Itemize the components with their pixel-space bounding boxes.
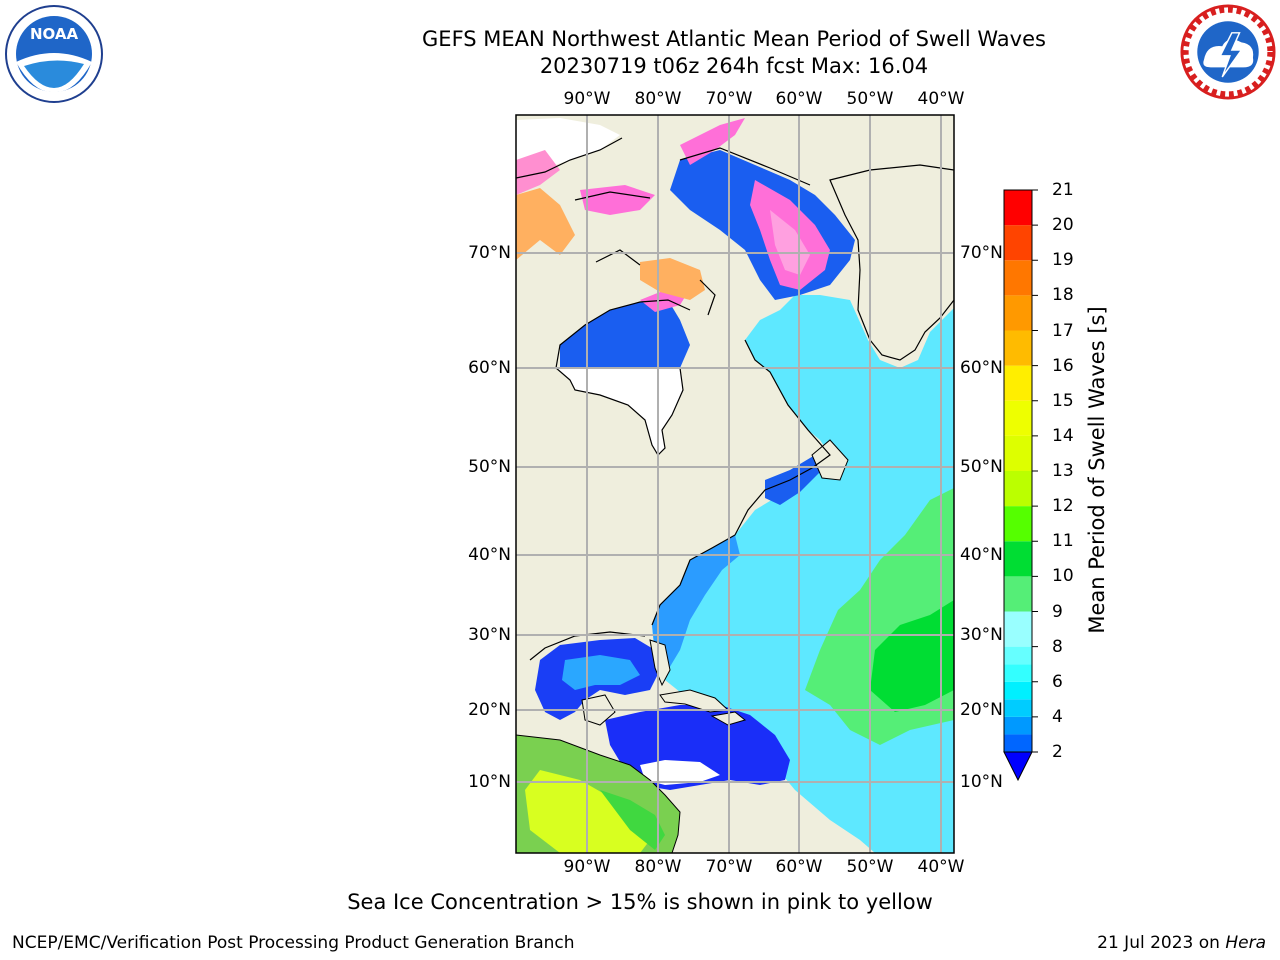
colorbar-band: [1004, 190, 1032, 226]
colorbar-band: [1004, 225, 1032, 261]
coastline-north-america: [651, 339, 831, 626]
longitude-label-bottom: 80°W: [634, 857, 682, 877]
colorbar-tick-label: 13: [1052, 461, 1074, 481]
colorbar-tick-label: 10: [1052, 566, 1074, 587]
map-frame: [515, 114, 955, 854]
latitude-label-right: 30°N: [960, 625, 1003, 645]
sea-ice-arctic-west: [516, 150, 560, 195]
footer-host: Hera: [1225, 933, 1266, 953]
colorbar-band: [1004, 611, 1032, 647]
colorbar-band: [1004, 716, 1032, 735]
colorbar-tick-label: 6: [1052, 671, 1063, 692]
coastline-hudson: [555, 299, 691, 369]
sea-ice-islands: [580, 185, 655, 215]
south-america-green2: [600, 790, 665, 850]
longitude-label-bottom: 60°W: [775, 857, 823, 877]
colorbar-tick-label: 12: [1052, 496, 1074, 517]
sea-ice-foxe: [640, 258, 705, 300]
colorbar-band: [1004, 664, 1032, 682]
colorbar-band: [1004, 295, 1032, 331]
longitude-label-top: 50°W: [846, 89, 894, 109]
latitude-label-right: 70°N: [960, 243, 1003, 263]
colorbar-tick-label: 8: [1052, 636, 1063, 657]
footer-date: 21 Jul 2023 on Hera: [1097, 933, 1266, 953]
colorbar-band: [1004, 576, 1032, 612]
sea-ice-note: Sea Ice Concentration > 15% is shown in …: [347, 890, 933, 914]
colorbar-tick-label: 21: [1052, 180, 1074, 200]
colorbar-label: Mean Period of Swell Waves [s]: [1085, 306, 1109, 634]
longitude-label-bottom: 50°W: [846, 857, 894, 877]
colorbar: [1003, 189, 1038, 782]
footer-date-text: 21 Jul 2023 on: [1097, 933, 1226, 953]
noaa-logo: NOAA: [5, 5, 103, 103]
colorbar-tick-label: 14: [1052, 425, 1074, 446]
florida-peninsula: [649, 639, 671, 687]
colorbar-tick-label: 15: [1052, 390, 1074, 411]
colorbar-tick-label: 19: [1052, 250, 1074, 271]
latitude-label-left: 30°N: [468, 625, 511, 645]
colorbar-tick-label: 11: [1052, 531, 1074, 552]
nws-logo: [1180, 4, 1276, 100]
longitude-label-top: 60°W: [775, 89, 823, 109]
latitude-label-left: 20°N: [468, 700, 511, 720]
latitude-label-right: 40°N: [960, 545, 1003, 565]
colorbar-tick-label: 4: [1052, 706, 1063, 727]
sea-ice-arctic-mid: [516, 188, 575, 260]
ocean-swell-green-dark: [870, 600, 954, 712]
longitude-label-top: 70°W: [705, 89, 753, 109]
colorbar-band: [1004, 506, 1032, 542]
longitude-label-top: 90°W: [563, 89, 611, 109]
longitude-label-bottom: 70°W: [705, 857, 753, 877]
colorbar-band: [1004, 330, 1032, 366]
latitude-label-left: 60°N: [468, 358, 511, 378]
longitude-label-bottom: 40°W: [917, 857, 965, 877]
colorbar-tick-label: 20: [1052, 215, 1074, 236]
latitude-label-right: 60°N: [960, 358, 1003, 378]
ocean-gulf-inner: [562, 655, 640, 690]
colorbar-tick-label: 9: [1052, 601, 1063, 622]
noaa-logo-text: NOAA: [30, 25, 79, 43]
caribbean-masked: [640, 760, 720, 785]
coastline-arctic: [516, 137, 716, 316]
colorbar-band: [1004, 681, 1032, 700]
colorbar-band: [1004, 734, 1032, 752]
colorbar-tick-label: 16: [1052, 355, 1074, 376]
colorbar-band: [1004, 646, 1032, 665]
latitude-label-left: 50°N: [468, 457, 511, 477]
latitude-label-left: 70°N: [468, 243, 511, 263]
colorbar-tick-label: 17: [1052, 320, 1074, 341]
greenland: [829, 164, 954, 361]
ocean-coastal-band: [652, 535, 740, 670]
colorbar-band: [1004, 541, 1032, 577]
colorbar-tick-label: 2: [1052, 742, 1063, 762]
colorbar-band: [1004, 435, 1032, 471]
latitude-label-right: 10°N: [960, 772, 1003, 792]
longitude-label-bottom: 90°W: [563, 857, 611, 877]
coastline-baffin: [679, 147, 811, 186]
map-gridlines: [516, 115, 954, 853]
colorbar-band: [1004, 471, 1032, 507]
latitude-label-right: 50°N: [960, 457, 1003, 477]
latitude-label-left: 40°N: [468, 545, 511, 565]
chart-subtitle: 20230719 t06z 264h fcst Max: 16.04: [539, 54, 929, 78]
colorbar-band: [1004, 699, 1032, 717]
chart-title: GEFS MEAN Northwest Atlantic Mean Period…: [422, 27, 1046, 51]
newfoundland-island: [811, 439, 849, 481]
latitude-label-left: 10°N: [468, 772, 511, 792]
colorbar-tick-label: 18: [1052, 285, 1074, 306]
colorbar-band: [1004, 260, 1032, 296]
latitude-label-right: 20°N: [960, 700, 1003, 720]
longitude-label-top: 40°W: [917, 89, 965, 109]
colorbar-underflow-triangle: [1003, 751, 1033, 782]
colorbar-band: [1004, 400, 1032, 436]
longitude-label-top: 80°W: [634, 89, 682, 109]
colorbar-band: [1004, 365, 1032, 401]
footer-credit: NCEP/EMC/Verification Post Processing Pr…: [12, 933, 575, 953]
